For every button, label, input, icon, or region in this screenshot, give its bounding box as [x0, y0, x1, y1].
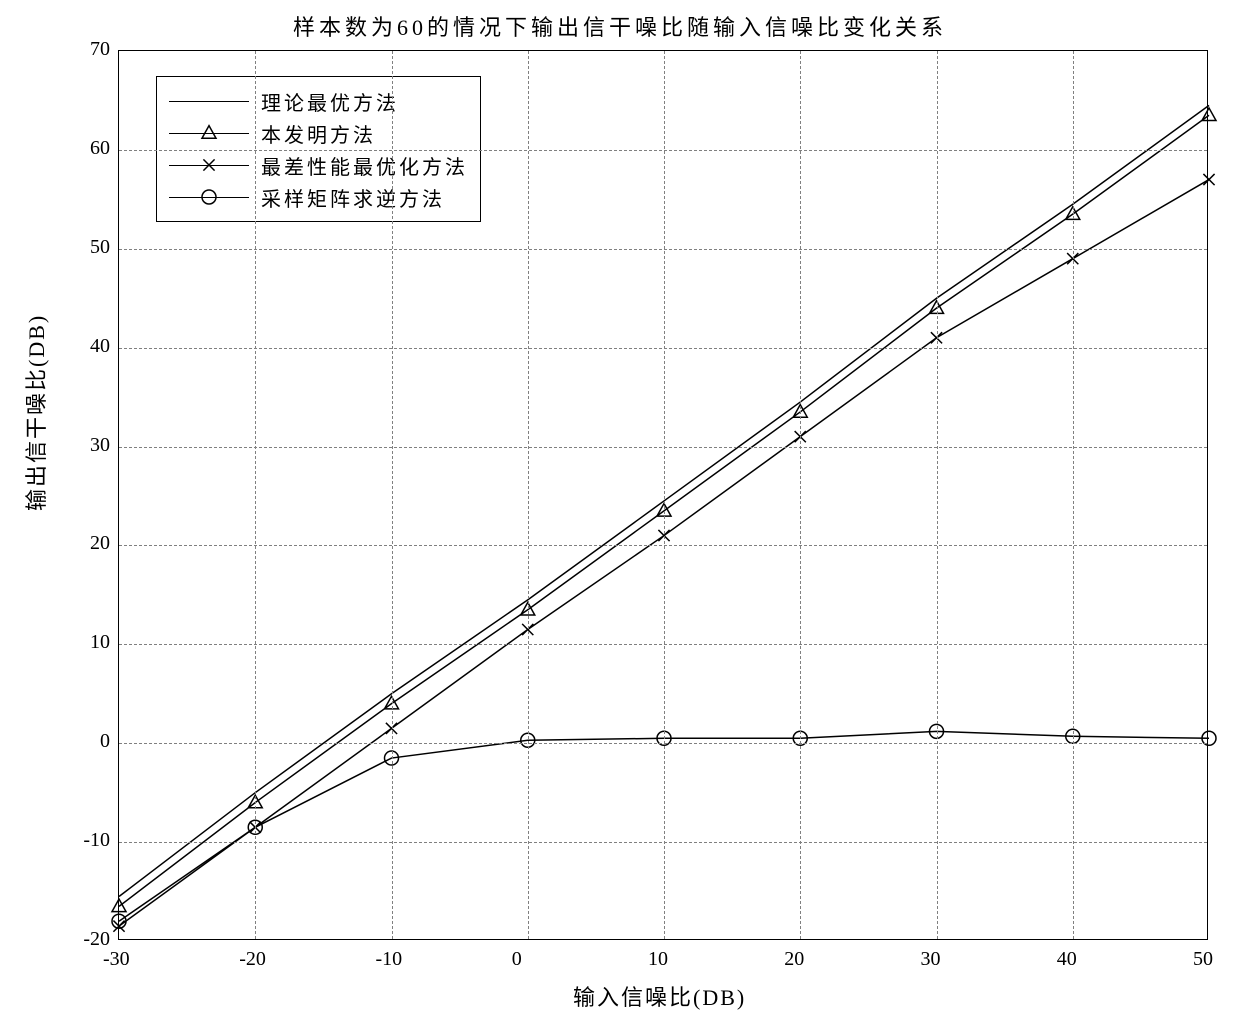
legend-row: 最差性能最优化方法: [169, 149, 468, 181]
y-tick-label: 10: [90, 631, 110, 654]
grid-line-h: [119, 743, 1207, 744]
y-axis-label: 输出信干噪比(DB): [19, 487, 51, 511]
marker-x: [1203, 174, 1214, 185]
grid-line-h: [119, 644, 1207, 645]
x-tick-label: -10: [376, 948, 403, 971]
legend-label: 最差性能最优化方法: [261, 151, 468, 180]
grid-line-h: [119, 842, 1207, 843]
grid-line-v: [937, 51, 938, 939]
chart-container: 样本数为60的情况下输出信干噪比随输入信噪比变化关系 理论最优方法本发明方法最差…: [0, 0, 1240, 1021]
legend-sample: [169, 89, 249, 113]
y-tick-label: 40: [90, 335, 110, 358]
grid-line-h: [119, 348, 1207, 349]
grid-line-v: [255, 51, 256, 939]
legend-label: 理论最优方法: [261, 87, 399, 116]
legend-marker-triangle-icon: [197, 121, 221, 145]
legend-row: 本发明方法: [169, 117, 468, 149]
y-tick-label: 50: [90, 236, 110, 259]
x-tick-label: 40: [1057, 948, 1077, 971]
grid-line-h: [119, 545, 1207, 546]
marker-triangle: [112, 899, 126, 912]
y-tick-label: 0: [100, 730, 110, 753]
y-tick-label: 30: [90, 434, 110, 457]
x-tick-label: 0: [512, 948, 522, 971]
x-axis-label: 输入信噪比(DB): [573, 980, 746, 1012]
y-tick-label: 20: [90, 532, 110, 555]
y-tick-label: 60: [90, 137, 110, 160]
chart-title: 样本数为60的情况下输出信干噪比随输入信噪比变化关系: [0, 10, 1240, 42]
grid-line-v: [664, 51, 665, 939]
x-tick-label: 20: [784, 948, 804, 971]
y-tick-label: 70: [90, 38, 110, 61]
legend-marker-circle-icon: [197, 185, 221, 209]
legend-sample: [169, 153, 249, 177]
x-tick-label: -30: [103, 948, 130, 971]
x-tick-label: -20: [239, 948, 266, 971]
grid-line-v: [528, 51, 529, 939]
legend-marker-x-icon: [197, 153, 221, 177]
grid-line-v: [800, 51, 801, 939]
y-tick-label: -20: [83, 928, 110, 951]
legend-label: 采样矩阵求逆方法: [261, 183, 445, 212]
legend-line: [169, 101, 249, 102]
x-tick-label: 10: [648, 948, 668, 971]
legend-row: 理论最优方法: [169, 85, 468, 117]
grid-line-h: [119, 447, 1207, 448]
plot-area: 理论最优方法本发明方法最差性能最优化方法采样矩阵求逆方法: [118, 50, 1208, 940]
legend-sample: [169, 121, 249, 145]
grid-line-h: [119, 249, 1207, 250]
y-tick-label: -10: [83, 829, 110, 852]
legend-row: 采样矩阵求逆方法: [169, 181, 468, 213]
x-tick-label: 30: [921, 948, 941, 971]
legend-label: 本发明方法: [261, 119, 376, 148]
grid-line-h: [119, 150, 1207, 151]
x-tick-label: 50: [1193, 948, 1213, 971]
grid-line-v: [1073, 51, 1074, 939]
legend-sample: [169, 185, 249, 209]
grid-line-v: [392, 51, 393, 939]
